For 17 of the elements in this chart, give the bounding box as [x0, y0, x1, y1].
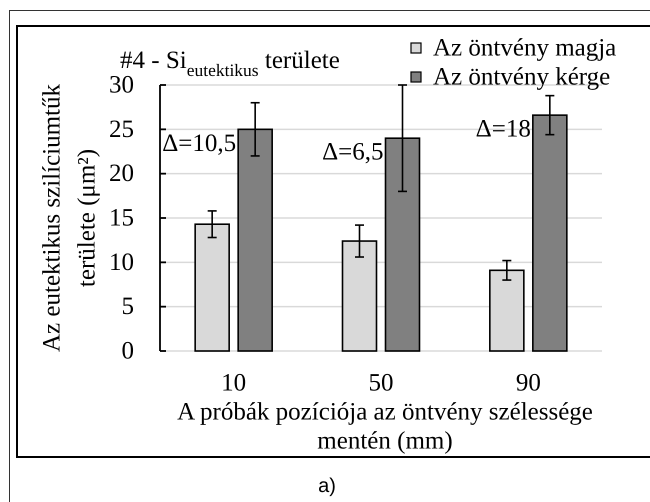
y-tick-label: 0 [122, 338, 134, 364]
legend-label: Az öntvény kérge [433, 64, 610, 90]
y-tick-label: 5 [122, 293, 134, 320]
annotation: Δ=10,5 [162, 130, 236, 157]
y-tick-label: 10 [109, 248, 134, 276]
y-tick-label: 25 [109, 116, 134, 143]
y-axis-title: Az eutektikus szilíciumtűk területe (μm²) [38, 84, 100, 352]
annotation: Δ=18 [476, 116, 531, 143]
legend-label: Az öntvény magja [433, 34, 616, 62]
y-tick-label: 20 [109, 160, 134, 188]
text: a) [318, 475, 336, 497]
x-tick-label: 90 [516, 370, 541, 396]
y-tick-label: 15 [109, 204, 134, 232]
x-tick-label: 50 [368, 370, 394, 396]
x-tick-label: 10 [221, 370, 246, 396]
x-axis-title: A próbák pozíciója az öntvény szélessége mentén (mm) [177, 398, 593, 454]
annotation: Δ=6,5 [322, 138, 384, 166]
